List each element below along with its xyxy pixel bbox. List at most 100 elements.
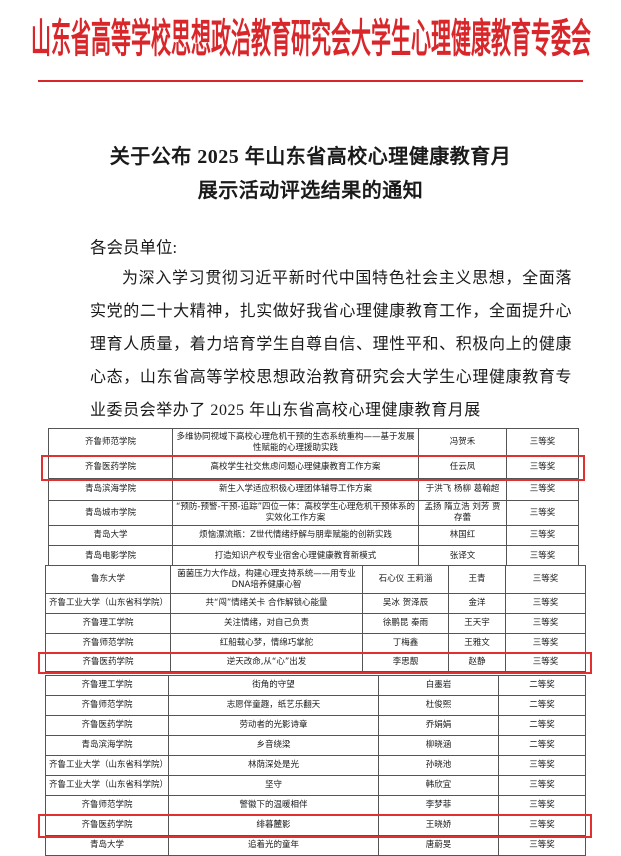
table-cell: 烦恼漂流瓶：Z世代情绪纾解与朋辈赋能的创新实践 <box>172 525 419 546</box>
table-row: 齐鲁师范学院 志愿伴童趣，纸艺乐翻天 杜俊熙 二等奖 <box>45 695 586 716</box>
table-row: 齐鲁医药学院 逆天改命,从“心”出发 李思靓 赵静 三等奖 <box>45 653 586 672</box>
table-cell: 石心仪 王莉淄 <box>362 565 449 594</box>
table-cell: 三等奖 <box>506 545 579 567</box>
table-cell: 李思靓 <box>362 653 449 672</box>
table-cell: 林国红 <box>418 525 507 546</box>
table-cell: 三等奖 <box>506 456 579 479</box>
table-cell: 三等奖 <box>505 633 586 654</box>
table-cell: 坚守 <box>168 775 379 796</box>
table-cell: 王雅文 <box>448 633 506 654</box>
table-cell: 三等奖 <box>505 565 586 594</box>
table-cell: 杜俊熙 <box>378 695 499 716</box>
org-header: 山东省高等学校思想政治教育研究会大学生心理健康教育专委会 <box>0 6 621 64</box>
table-cell: 张译文 <box>418 545 507 567</box>
table-cell: 林荫深处是光 <box>168 755 379 776</box>
table-cell: 丁梅鑫 <box>362 633 449 654</box>
table-row: 青岛滨海学院 新生入学适应积极心理团体辅导工作方案 于洪飞 杨柳 葛翰超 三等奖 <box>48 478 579 501</box>
table-cell: 青岛城市学院 <box>48 500 173 526</box>
table-cell: 三等奖 <box>506 525 579 546</box>
table-cell: 金洋 <box>448 593 506 614</box>
table-cell: 齐鲁工业大学（山东省科学院） <box>45 593 171 614</box>
table-cell: 二等奖 <box>498 735 586 756</box>
table-cell: 劳动者的光影诗章 <box>168 715 379 736</box>
table-cell: 二等奖 <box>498 715 586 736</box>
org-name: 山东省高等学校思想政治教育研究会大学生心理健康教育专委会 <box>30 16 591 61</box>
table-row: 齐鲁医药学院 高校学生社交焦虑问题心理健康教育工作方案 任云凤 三等奖 <box>48 456 579 479</box>
table-cell: 王晓娇 <box>378 815 499 836</box>
award-table: 鲁东大学 菌菌压力大作战，构建心理支持系统——用专业DNA培养健康心智 石心仪 王莉… <box>45 565 586 672</box>
table-cell: 齐鲁理工学院 <box>45 675 169 696</box>
table-cell: 街角的守望 <box>168 675 379 696</box>
table-cell: 任云凤 <box>418 456 507 479</box>
table-cell: 青岛大学 <box>45 835 169 856</box>
table-cell: 三等奖 <box>498 795 586 816</box>
table-cell: 二等奖 <box>498 695 586 716</box>
table-cell: 孙晓池 <box>378 755 499 776</box>
table-cell: 警徽下的温暖相伴 <box>168 795 379 816</box>
table-cell: 齐鲁师范学院 <box>45 633 171 654</box>
table-cell: 三等奖 <box>498 835 586 856</box>
table-cell: 李梦菲 <box>378 795 499 816</box>
table-row: 青岛城市学院 “预防-预警-干预-追踪”四位一体：高校学生心理危机干预体系的实效化… <box>48 500 579 526</box>
table-cell: 三等奖 <box>506 500 579 526</box>
table-row: 齐鲁师范学院 红船载心梦，情绵巧掌舵 丁梅鑫 王雅文 三等奖 <box>45 633 586 654</box>
table-row: 齐鲁工业大学（山东省科学院） 坚守 韩欣宜 三等奖 <box>45 775 586 796</box>
table-cell: 红船载心梦，情绵巧掌舵 <box>170 633 363 654</box>
table-cell: 青岛滨海学院 <box>48 478 173 501</box>
table-cell: 志愿伴童趣，纸艺乐翻天 <box>168 695 379 716</box>
table-cell: 关注情绪，对自己负责 <box>170 613 363 634</box>
table-row: 齐鲁师范学院 多维协同视域下高校心理危机干预的生态系统重构——基于发展性赋能的心理… <box>48 428 579 457</box>
table-cell: 王天宇 <box>448 613 506 634</box>
table-row: 青岛电影学院 打造知识产权专业宿舍心理健康教育新模式 张译文 三等奖 <box>48 545 579 567</box>
table-cell: 齐鲁工业大学（山东省科学院） <box>45 775 169 796</box>
table-cell: 乔娟娟 <box>378 715 499 736</box>
table-cell: 三等奖 <box>505 593 586 614</box>
award-table: 齐鲁师范学院 多维协同视域下高校心理危机干预的生态系统重构——基于发展性赋能的心理… <box>48 428 579 567</box>
table-row: 齐鲁工业大学（山东省科学院） 共“闯”情绪关卡 合作解锁心能量 吴冰 贺泽辰 金洋 三等… <box>45 593 586 614</box>
table-cell: 韩欣宜 <box>378 775 499 796</box>
table-cell: 共“闯”情绪关卡 合作解锁心能量 <box>170 593 363 614</box>
table-cell: 三等奖 <box>498 815 586 836</box>
table-cell: 于洪飞 杨柳 葛翰超 <box>418 478 507 501</box>
table-row: 青岛大学 烦恼漂流瓶：Z世代情绪纾解与朋辈赋能的创新实践 林国红 三等奖 <box>48 525 579 546</box>
notice-title: 展示活动评选结果的通知 <box>197 180 424 202</box>
notice-title: 关于公布 2025 年山东省高校心理健康教育月 <box>109 146 512 168</box>
table-cell: 冯贺禾 <box>418 428 507 457</box>
table-cell: 鲁东大学 <box>45 565 171 594</box>
table-row: 齐鲁工业大学（山东省科学院） 林荫深处是光 孙晓池 三等奖 <box>45 755 586 776</box>
table-cell: 绯暮麓影 <box>168 815 379 836</box>
table-cell: 逆天改命,从“心”出发 <box>170 653 363 672</box>
table-cell: 二等奖 <box>498 675 586 696</box>
table-row: 青岛大学 追着光的童年 唐蔚旻 三等奖 <box>45 835 586 856</box>
table-cell: 打造知识产权专业宿舍心理健康教育新模式 <box>172 545 419 567</box>
table-cell: 三等奖 <box>506 478 579 501</box>
table-cell: 齐鲁医药学院 <box>45 715 169 736</box>
table-cell: 齐鲁医药学院 <box>45 815 169 836</box>
table-cell: 青岛滨海学院 <box>45 735 169 756</box>
table-cell: 齐鲁师范学院 <box>45 795 169 816</box>
table-cell: 白墨岩 <box>378 675 499 696</box>
table-cell: 赵静 <box>448 653 506 672</box>
table-cell: 三等奖 <box>498 775 586 796</box>
salutation: 各会员单位: <box>90 238 178 257</box>
table-cell: 齐鲁师范学院 <box>48 428 173 457</box>
table-cell: 菌菌压力大作战，构建心理支持系统——用专业DNA培养健康心智 <box>170 565 363 594</box>
table-cell: 新生入学适应积极心理团体辅导工作方案 <box>172 478 419 501</box>
table-cell: 齐鲁工业大学（山东省科学院） <box>45 755 169 776</box>
table-cell: 王青 <box>448 565 506 594</box>
table-row: 齐鲁医药学院 绯暮麓影 王晓娇 三等奖 <box>45 815 586 836</box>
table-cell: 孟扬 隋立浩 刘芳 贾存蕾 <box>418 500 507 526</box>
table-row: 鲁东大学 菌菌压力大作战，构建心理支持系统——用专业DNA培养健康心智 石心仪 王莉… <box>45 565 586 594</box>
table-cell: “预防-预警-干预-追踪”四位一体：高校学生心理危机干预体系的实效化工作方案 <box>172 500 419 526</box>
table-row: 青岛滨海学院 乡音绕梁 柳晓涵 二等奖 <box>45 735 586 756</box>
table-cell: 吴冰 贺泽辰 <box>362 593 449 614</box>
table-row: 齐鲁理工学院 街角的守望 白墨岩 二等奖 <box>45 675 586 696</box>
table-cell: 高校学生社交焦虑问题心理健康教育工作方案 <box>172 456 419 479</box>
table-cell: 齐鲁医药学院 <box>48 456 173 479</box>
table-cell: 齐鲁医药学院 <box>45 653 171 672</box>
table-cell: 乡音绕梁 <box>168 735 379 756</box>
award-table: 齐鲁理工学院 街角的守望 白墨岩 二等奖 齐鲁师范学院 志愿伴童趣，纸艺乐翻天 杜俊熙 二等奖… <box>45 675 586 856</box>
table-row: 齐鲁理工学院 关注情绪，对自己负责 徐鹏昆 秦雨 王天宇 三等奖 <box>45 613 586 634</box>
body-text: 为深入学习贯彻习近平新时代中国特色社会主义思想，全面落实党的二十大精神，扎实做好… <box>90 270 572 419</box>
